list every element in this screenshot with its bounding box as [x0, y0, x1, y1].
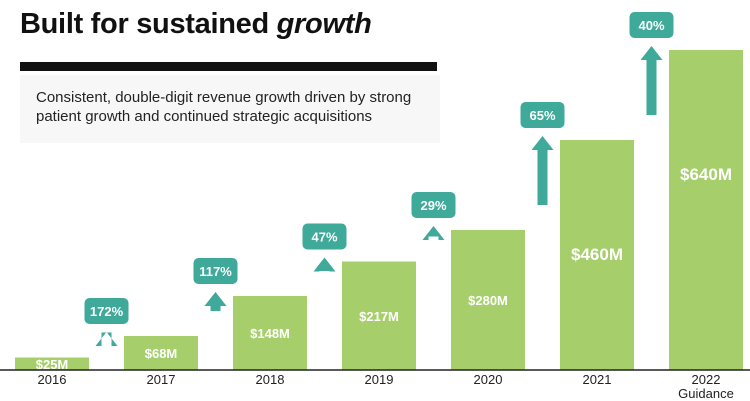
bar-value-label-2017: $68M — [145, 346, 178, 361]
bar-value-label-2022: $640M — [680, 165, 732, 184]
growth-badge-label: 40% — [638, 18, 664, 33]
growth-badge-label: 65% — [529, 108, 555, 123]
growth-badge-label: 172% — [90, 304, 124, 319]
bar-value-label-2020: $280M — [468, 293, 508, 308]
growth-badge — [193, 258, 238, 284]
growth-arrow-icon — [204, 292, 227, 311]
title-main: Built for sustained — [20, 8, 269, 40]
bar-2021 — [560, 140, 634, 370]
bar-2022 — [669, 50, 743, 370]
growth-badge — [302, 223, 347, 250]
page-title: Built for sustained growth — [20, 8, 372, 41]
growth-badge-label: 117% — [199, 264, 232, 279]
bar-2017 — [124, 336, 198, 370]
growth-arrow-icon — [422, 226, 445, 240]
growth-badge-label: 47% — [311, 230, 337, 245]
x-tick-2022: 2022 — [692, 372, 721, 387]
bar-value-label-2019: $217M — [359, 309, 399, 324]
bar-value-label-2018: $148M — [250, 326, 290, 341]
bar-2020 — [451, 230, 525, 370]
title-underline — [20, 62, 437, 71]
x-tick-2020: 2020 — [474, 372, 503, 387]
x-tick-2016: 2016 — [38, 372, 67, 387]
growth-badge — [520, 102, 565, 128]
x-tick-sublabel-2022: Guidance — [678, 386, 734, 401]
growth-arrow-icon — [640, 46, 663, 115]
bar-2016 — [15, 357, 89, 370]
bar-value-label-2016: $25M — [36, 357, 69, 372]
growth-badge — [84, 298, 129, 324]
subtitle-box: Consistent, double-digit revenue growth … — [20, 75, 440, 143]
subtitle-text: Consistent, double-digit revenue growth … — [36, 89, 412, 125]
bar-2018 — [233, 296, 307, 370]
bar-value-label-2021: $460M — [571, 245, 623, 264]
x-tick-2019: 2019 — [365, 372, 394, 387]
x-tick-2017: 2017 — [147, 372, 176, 387]
growth-arrow-icon — [531, 136, 554, 205]
x-tick-2018: 2018 — [256, 372, 285, 387]
growth-arrow-icon — [313, 257, 336, 272]
growth-badge — [411, 192, 456, 218]
growth-arrow-icon — [95, 332, 118, 346]
bar-2019 — [342, 261, 416, 370]
growth-badge — [629, 12, 674, 38]
title-emphasis: growth — [276, 8, 372, 40]
x-tick-2021: 2021 — [583, 372, 612, 387]
growth-badge-label: 29% — [420, 198, 446, 213]
